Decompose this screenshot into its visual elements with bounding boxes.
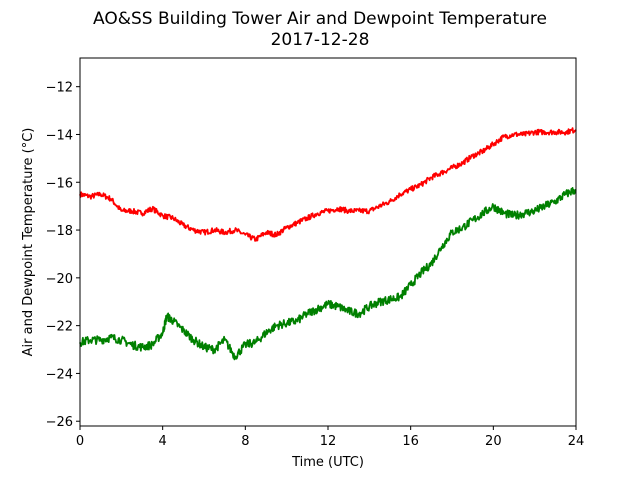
y-tick-label: −24: [46, 367, 73, 382]
tick-layer: 0 4 8 12 16 20 24 −26 −24 −22 −20 −18 −16 −14 −12: [46, 81, 585, 449]
x-tick-label: 20: [485, 434, 502, 449]
y-tick-label: −16: [46, 176, 73, 191]
series-layer: [79, 127, 577, 361]
chart-title: AO&SS Building Tower Air and Dewpoint Te…: [93, 9, 547, 29]
y-axis-label: Air and Dewpoint Temperature (°C): [21, 128, 36, 357]
x-tick-label: 12: [320, 434, 337, 449]
x-tick-label: 24: [568, 434, 585, 449]
x-tick-label: 16: [402, 434, 419, 449]
y-tick-label: −14: [46, 128, 73, 143]
plot-frame: [79, 57, 577, 427]
y-tick-label: −12: [46, 81, 73, 96]
x-tick-label: 0: [76, 434, 84, 449]
dewpoint-temperature-line: [79, 187, 577, 361]
x-tick-label: 4: [159, 434, 167, 449]
y-tick-label: −20: [46, 272, 73, 287]
x-tick-label: 8: [241, 434, 249, 449]
y-tick-label: −26: [46, 415, 73, 430]
y-tick-label: −18: [46, 224, 73, 239]
x-axis-label: Time (UTC): [291, 455, 364, 470]
air-temperature-line: [79, 127, 577, 242]
y-tick-label: −22: [46, 320, 73, 335]
chart-subtitle: 2017-12-28: [271, 30, 370, 50]
